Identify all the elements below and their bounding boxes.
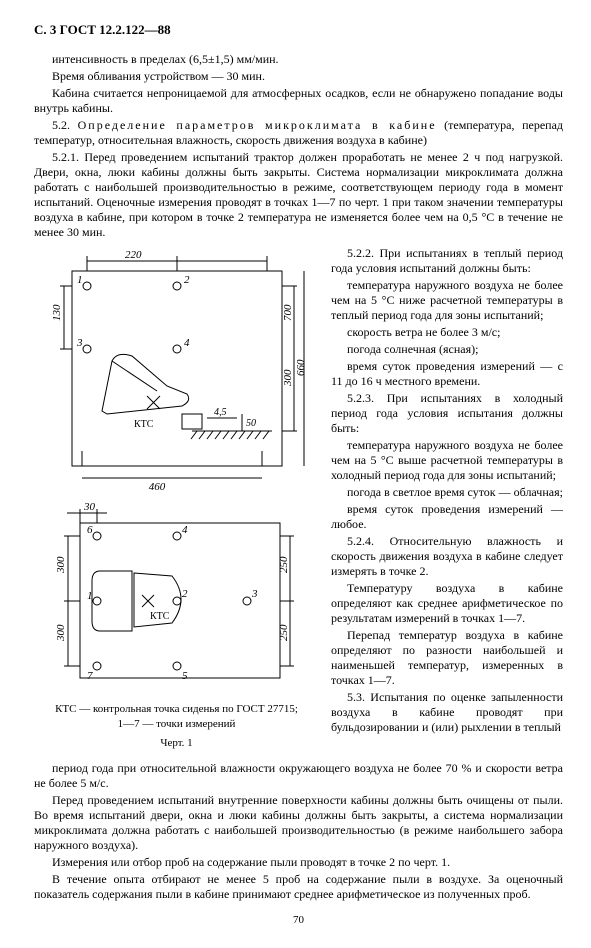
dim-300a: 300 [55, 556, 67, 574]
pt-4a: 4 [184, 337, 190, 349]
pt-2: 2 [182, 588, 188, 600]
dim-250a: 250 [278, 556, 290, 573]
dim-300: 300 [282, 369, 294, 387]
figure-block: 220 460 130 300 700 660 4,5 50 1 2 3 4 К… [34, 246, 319, 751]
para-5-2: 5.2. Определение параметров микроклимата… [34, 118, 563, 148]
figure-caption-1: КТС — контрольная точка сиденья по ГОСТ … [34, 703, 319, 716]
dim-250b: 250 [278, 624, 290, 641]
dim-700: 700 [282, 304, 294, 321]
para-intensity: интенсивность в пределах (6,5±1,5) мм/ми… [34, 52, 563, 67]
para-5-2-1: 5.2.1. Перед проведением испытаний тракт… [34, 150, 563, 240]
dim-460: 460 [148, 481, 165, 493]
para-cabin: Кабина считается непроницаемой для атмос… [34, 86, 563, 116]
a3: Измерения или отбор проб на содержание п… [34, 855, 563, 870]
pt-7: 7 [87, 670, 93, 682]
page-number: 70 [34, 914, 563, 926]
a2: Перед проведением испытаний внутренние п… [34, 793, 563, 853]
t-5-2-title: Определение параметров микроклимата в ка… [78, 118, 437, 132]
dim-660: 660 [295, 359, 307, 376]
pt-2a: 2 [184, 274, 190, 286]
pt-3a: 3 [76, 337, 83, 349]
dim-220: 220 [125, 249, 142, 261]
dim-130: 130 [51, 304, 63, 321]
dim-50: 50 [246, 418, 256, 429]
dim-300b: 300 [55, 624, 67, 642]
page-header: С. 3 ГОСТ 12.2.122—88 [34, 22, 563, 38]
para-time: Время обливания устройством — 30 мин. [34, 69, 563, 84]
kts-label-1: КТС [134, 419, 154, 430]
dim-30: 30 [83, 501, 96, 513]
pt-1: 1 [87, 590, 93, 602]
figure-1-side: 220 460 130 300 700 660 4,5 50 1 2 3 4 К… [42, 246, 312, 501]
pt-1a: 1 [77, 274, 83, 286]
dim-45: 4,5 [214, 407, 227, 418]
figure-1-plan: 30 300 300 250 250 1 2 3 4 5 6 7 КТС [42, 501, 312, 701]
pt-3: 3 [251, 588, 258, 600]
kts-label-2: КТС [150, 611, 170, 622]
after-block: период года при относительной влажности … [34, 761, 563, 902]
figure-caption-2: 1—7 — точки измерений [34, 718, 319, 731]
a4: В течение опыта отбирают не менее 5 проб… [34, 872, 563, 902]
a1: период года при относительной влажности … [34, 761, 563, 791]
pt-5: 5 [182, 670, 188, 682]
pt-4: 4 [182, 524, 188, 536]
t-5-2-num: 5.2. [52, 118, 78, 132]
figure-caption-3: Черт. 1 [34, 737, 319, 750]
pt-6: 6 [87, 524, 93, 536]
